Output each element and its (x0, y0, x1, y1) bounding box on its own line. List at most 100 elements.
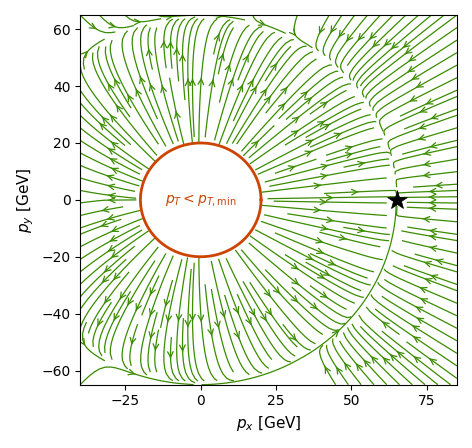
FancyArrowPatch shape (89, 23, 96, 29)
FancyArrowPatch shape (166, 315, 171, 322)
FancyArrowPatch shape (278, 103, 285, 110)
FancyArrowPatch shape (430, 142, 437, 148)
FancyArrowPatch shape (168, 352, 173, 358)
FancyArrowPatch shape (261, 314, 267, 321)
FancyArrowPatch shape (328, 260, 336, 265)
FancyArrowPatch shape (102, 207, 109, 212)
FancyArrowPatch shape (127, 298, 133, 305)
FancyArrowPatch shape (261, 89, 267, 96)
FancyArrowPatch shape (185, 320, 191, 327)
FancyArrowPatch shape (281, 87, 287, 94)
FancyArrowPatch shape (430, 275, 438, 280)
FancyArrowPatch shape (102, 117, 109, 124)
FancyArrowPatch shape (208, 329, 213, 336)
FancyArrowPatch shape (161, 41, 167, 47)
FancyArrowPatch shape (174, 48, 179, 55)
FancyArrowPatch shape (414, 357, 421, 362)
FancyArrowPatch shape (311, 303, 318, 309)
FancyArrowPatch shape (420, 288, 427, 293)
FancyArrowPatch shape (412, 74, 419, 80)
FancyArrowPatch shape (314, 207, 320, 213)
FancyArrowPatch shape (384, 39, 391, 46)
FancyArrowPatch shape (150, 84, 155, 91)
FancyArrowPatch shape (337, 367, 342, 374)
FancyArrowPatch shape (264, 96, 270, 103)
FancyArrowPatch shape (215, 321, 220, 328)
FancyArrowPatch shape (120, 292, 126, 299)
FancyArrowPatch shape (101, 221, 108, 227)
FancyArrowPatch shape (111, 252, 118, 258)
FancyArrowPatch shape (417, 318, 424, 323)
FancyArrowPatch shape (431, 114, 438, 119)
FancyArrowPatch shape (104, 296, 110, 303)
FancyArrowPatch shape (102, 276, 109, 283)
FancyArrowPatch shape (372, 41, 379, 47)
FancyArrowPatch shape (292, 278, 299, 284)
FancyArrowPatch shape (111, 168, 118, 173)
FancyArrowPatch shape (100, 123, 106, 130)
FancyArrowPatch shape (305, 98, 312, 104)
FancyArrowPatch shape (316, 238, 323, 243)
FancyArrowPatch shape (371, 356, 378, 363)
FancyArrowPatch shape (320, 199, 327, 205)
FancyArrowPatch shape (306, 140, 313, 145)
FancyArrowPatch shape (334, 133, 341, 138)
FancyArrowPatch shape (128, 370, 135, 375)
FancyArrowPatch shape (358, 34, 364, 40)
FancyArrowPatch shape (291, 296, 298, 302)
FancyArrowPatch shape (412, 325, 419, 331)
FancyArrowPatch shape (219, 54, 224, 61)
FancyArrowPatch shape (327, 217, 334, 223)
FancyArrowPatch shape (320, 174, 328, 179)
FancyArrowPatch shape (423, 161, 430, 167)
FancyArrowPatch shape (318, 273, 325, 279)
FancyArrowPatch shape (423, 172, 430, 177)
FancyArrowPatch shape (110, 115, 117, 122)
FancyArrowPatch shape (209, 80, 215, 86)
FancyArrowPatch shape (424, 262, 431, 267)
FancyArrowPatch shape (111, 142, 118, 148)
FancyArrowPatch shape (382, 322, 389, 328)
FancyArrowPatch shape (140, 77, 145, 84)
FancyArrowPatch shape (332, 331, 338, 337)
FancyArrowPatch shape (403, 41, 410, 48)
FancyArrowPatch shape (318, 121, 325, 127)
FancyArrowPatch shape (358, 227, 365, 233)
FancyArrowPatch shape (421, 298, 428, 304)
FancyArrowPatch shape (114, 313, 119, 320)
FancyArrowPatch shape (198, 315, 203, 322)
FancyArrowPatch shape (180, 54, 185, 61)
FancyArrowPatch shape (323, 270, 330, 276)
FancyArrowPatch shape (321, 164, 328, 170)
FancyArrowPatch shape (228, 78, 234, 86)
FancyArrowPatch shape (409, 55, 416, 61)
FancyArrowPatch shape (405, 48, 412, 54)
FancyArrowPatch shape (147, 49, 152, 56)
FancyArrowPatch shape (113, 273, 120, 280)
FancyArrowPatch shape (108, 246, 115, 251)
FancyArrowPatch shape (430, 246, 437, 251)
FancyArrowPatch shape (397, 351, 404, 358)
FancyArrowPatch shape (323, 124, 330, 129)
FancyArrowPatch shape (320, 102, 328, 108)
FancyArrowPatch shape (104, 266, 111, 272)
FancyArrowPatch shape (127, 95, 133, 102)
FancyArrowPatch shape (301, 91, 308, 98)
FancyArrowPatch shape (423, 216, 430, 222)
Text: $p_T < p_{T,\mathrm{min}}$: $p_T < p_{T,\mathrm{min}}$ (165, 192, 236, 208)
FancyArrowPatch shape (314, 183, 321, 189)
FancyArrowPatch shape (149, 332, 154, 339)
FancyArrowPatch shape (383, 358, 389, 364)
FancyArrowPatch shape (426, 99, 433, 104)
FancyArrowPatch shape (419, 124, 426, 129)
FancyArrowPatch shape (252, 141, 259, 147)
FancyArrowPatch shape (436, 259, 443, 264)
FancyArrowPatch shape (410, 96, 417, 101)
FancyArrowPatch shape (136, 89, 141, 96)
FancyArrowPatch shape (248, 79, 253, 86)
FancyArrowPatch shape (425, 279, 432, 284)
FancyArrowPatch shape (339, 235, 346, 240)
FancyArrowPatch shape (346, 153, 353, 158)
FancyArrowPatch shape (190, 79, 195, 86)
FancyArrowPatch shape (185, 79, 191, 86)
